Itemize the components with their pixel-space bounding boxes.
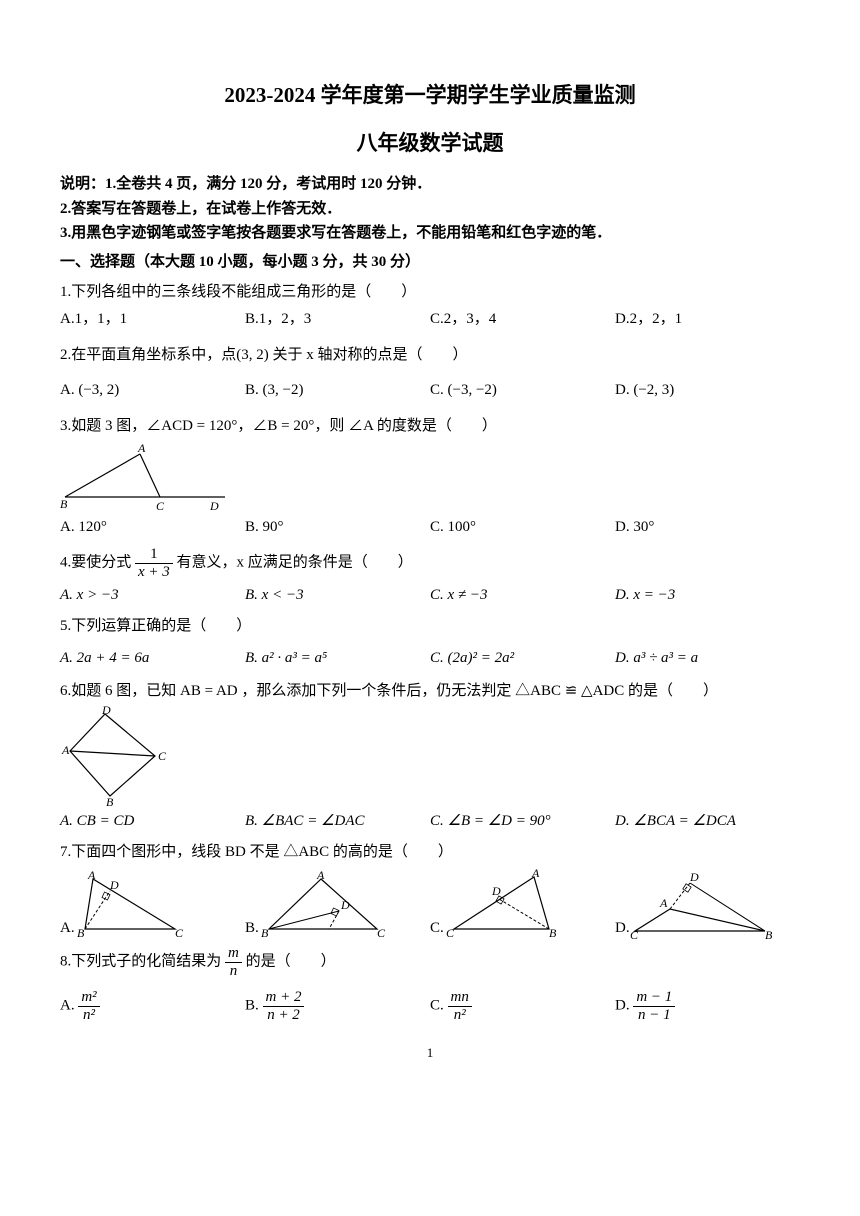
q8-option-b: B. m + 2n + 2 <box>245 989 430 1023</box>
q2-stem: 2.在平面直角坐标系中，点(3, 2) 关于 x 轴对称的点是（ ） <box>60 344 800 367</box>
svg-text:B: B <box>549 926 557 939</box>
page-number: 1 <box>60 1043 800 1063</box>
q4-option-d: D. x = −3 <box>615 584 800 607</box>
q7-option-d: D. A D C B <box>615 869 800 939</box>
question-4: 4.要使分式 1x + 3 有意义，x 应满足的条件是（ ） A. x > −3… <box>60 546 800 607</box>
svg-text:C: C <box>158 749 167 763</box>
q8-option-d: D. m − 1n − 1 <box>615 989 800 1023</box>
q6-option-d: D. ∠BCA = ∠DCA <box>615 810 800 833</box>
instruction-3: 3.用黑色字迹钢笔或签字笔按各题要求写在答题卷上，不能用铅笔和红色字迹的笔． <box>60 222 800 245</box>
q8-option-a: A. m²n² <box>60 989 245 1023</box>
svg-text:A: A <box>316 869 325 882</box>
q3-option-b: B. 90° <box>245 516 430 539</box>
q6-figure: A D C B <box>60 706 800 806</box>
svg-text:D: D <box>101 706 111 717</box>
q5-stem: 5.下列运算正确的是（ ） <box>60 615 800 638</box>
q5-option-d: D. a³ ÷ a³ = a <box>615 647 800 670</box>
question-3: 3.如题 3 图，∠ACD = 120°，∠B = 20°，则 ∠A 的度数是（… <box>60 415 800 538</box>
q2-option-a: A. (−3, 2) <box>60 379 245 402</box>
svg-text:A: A <box>61 743 70 757</box>
svg-text:D: D <box>340 898 350 912</box>
question-7: 7.下面四个图形中，线段 BD 不是 △ABC 的高的是（ ） A. A D B… <box>60 841 800 940</box>
q3-option-d: D. 30° <box>615 516 800 539</box>
q3-option-a: A. 120° <box>60 516 245 539</box>
svg-text:A: A <box>659 896 668 910</box>
q5-option-c: C. (2a)² = 2a² <box>430 647 615 670</box>
section-1-heading: 一、选择题（本大题 10 小题，每小题 3 分，共 30 分） <box>60 251 800 274</box>
exam-main-title: 2023-2024 学年度第一学期学生学业质量监测 <box>60 80 800 112</box>
question-2: 2.在平面直角坐标系中，点(3, 2) 关于 x 轴对称的点是（ ） A. (−… <box>60 344 800 401</box>
instruction-2: 2.答案写在答题卷上，在试卷上作答无效． <box>60 198 800 221</box>
question-5: 5.下列运算正确的是（ ） A. 2a + 4 = 6a B. a² · a³ … <box>60 615 800 670</box>
svg-text:C: C <box>156 499 165 512</box>
svg-text:C: C <box>446 926 455 939</box>
q4-option-c: C. x ≠ −3 <box>430 584 615 607</box>
svg-text:A: A <box>531 869 540 880</box>
q4-option-a: A. x > −3 <box>60 584 245 607</box>
q3-stem: 3.如题 3 图，∠ACD = 120°，∠B = 20°，则 ∠A 的度数是（… <box>60 415 800 438</box>
svg-text:A: A <box>137 442 146 455</box>
q7-stem: 7.下面四个图形中，线段 BD 不是 △ABC 的高的是（ ） <box>60 841 800 864</box>
q4-stem: 4.要使分式 1x + 3 有意义，x 应满足的条件是（ ） <box>60 546 800 580</box>
q7-option-a: A. A D B C <box>60 869 245 939</box>
svg-text:B: B <box>261 926 269 939</box>
q6-option-a: A. CB = CD <box>60 810 245 833</box>
svg-text:D: D <box>209 499 219 512</box>
svg-text:B: B <box>106 795 114 806</box>
svg-text:B: B <box>765 928 773 939</box>
q3-figure: A B C D <box>60 442 800 512</box>
svg-text:C: C <box>175 926 184 939</box>
q8-stem: 8.下列式子的化简结果为 mn 的是（ ） <box>60 945 800 979</box>
question-8: 8.下列式子的化简结果为 mn 的是（ ） A. m²n² B. m + 2n … <box>60 945 800 1023</box>
svg-text:D: D <box>689 870 699 884</box>
q2-option-d: D. (−2, 3) <box>615 379 800 402</box>
svg-text:D: D <box>109 878 119 892</box>
q8-option-c: C. mnn² <box>430 989 615 1023</box>
q2-option-c: C. (−3, −2) <box>430 379 615 402</box>
q1-option-d: D.2，2，1 <box>615 308 800 331</box>
q1-option-b: B.1，2，3 <box>245 308 430 331</box>
svg-text:C: C <box>377 926 386 939</box>
q3-option-c: C. 100° <box>430 516 615 539</box>
q5-option-b: B. a² · a³ = a⁵ <box>245 647 430 670</box>
instruction-1: 说明：1.全卷共 4 页，满分 120 分，考试用时 120 分钟． <box>60 173 800 196</box>
svg-text:B: B <box>60 497 68 511</box>
q7-option-c: C. A D C B <box>430 869 615 939</box>
q6-option-c: C. ∠B = ∠D = 90° <box>430 810 615 833</box>
exam-subtitle: 八年级数学试题 <box>60 128 800 160</box>
question-6: 6.如题 6 图，已知 AB = AD ，那么添加下列一个条件后，仍无法判定 △… <box>60 680 800 833</box>
q4-option-b: B. x < −3 <box>245 584 430 607</box>
q6-option-b: B. ∠BAC = ∠DAC <box>245 810 430 833</box>
svg-text:A: A <box>87 869 96 882</box>
q1-option-a: A.1，1，1 <box>60 308 245 331</box>
q5-option-a: A. 2a + 4 = 6a <box>60 647 245 670</box>
svg-text:D: D <box>491 884 501 898</box>
q2-option-b: B. (3, −2) <box>245 379 430 402</box>
q7-option-b: B. A D B C <box>245 869 430 939</box>
svg-text:C: C <box>630 928 639 939</box>
svg-text:B: B <box>77 926 85 939</box>
question-1: 1.下列各组中的三条线段不能组成三角形的是（ ） A.1，1，1 B.1，2，3… <box>60 281 800 330</box>
q1-option-c: C.2，3，4 <box>430 308 615 331</box>
q1-stem: 1.下列各组中的三条线段不能组成三角形的是（ ） <box>60 281 800 304</box>
q6-stem: 6.如题 6 图，已知 AB = AD ，那么添加下列一个条件后，仍无法判定 △… <box>60 680 800 703</box>
